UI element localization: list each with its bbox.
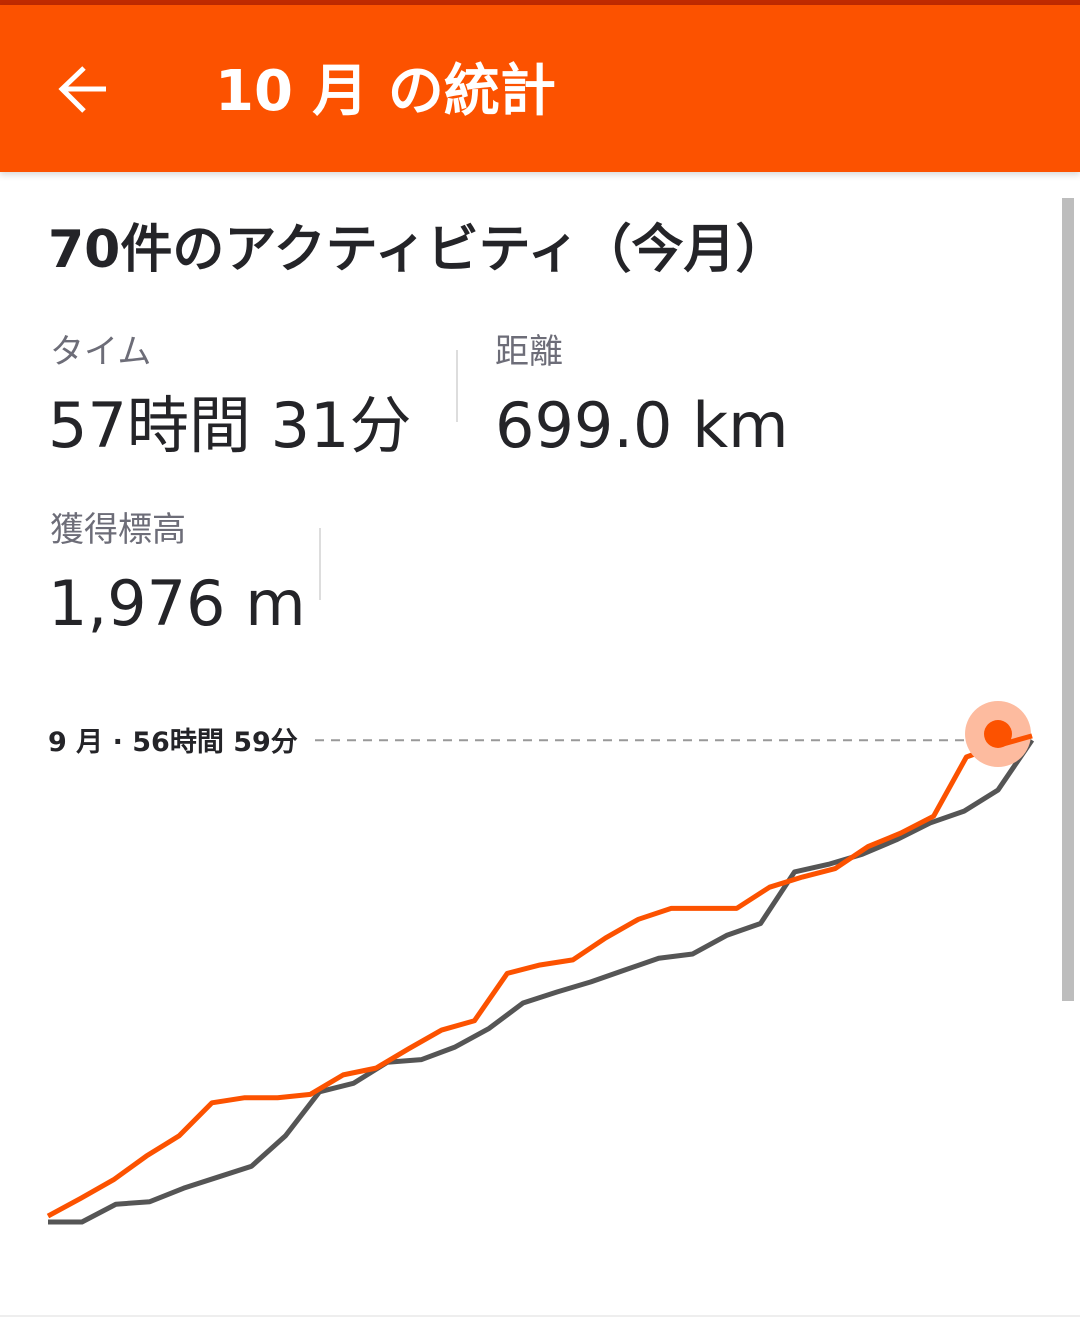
previous-month-line [48,738,1035,1225]
previous-month-reference-label: 9 月 · 56時間 59分 [48,727,298,758]
status-bar [0,0,1080,5]
elevation-label: 獲得標高 [50,510,186,550]
back-button[interactable] [50,55,120,125]
activity-count-heading: 70件のアクティビティ（今月） [48,220,788,280]
scrollbar[interactable] [1062,198,1074,1001]
time-label: タイム [50,332,152,372]
divider [456,350,458,422]
current-month-line-end [998,733,1033,748]
cumulative-time-chart [46,701,1035,1225]
current-month-line [46,733,1033,1219]
distance-value: 699.0 km [495,389,789,462]
arrow-left-icon [58,66,106,113]
app-bar: 10 月 の統計 [0,5,1080,172]
divider [319,528,321,600]
distance-label: 距離 [495,332,563,372]
elevation-value: 1,976 m [48,567,306,640]
time-value: 57時間 31分 [48,389,412,462]
page-title: 10 月 の統計 [215,59,556,124]
divider [0,1315,1080,1317]
